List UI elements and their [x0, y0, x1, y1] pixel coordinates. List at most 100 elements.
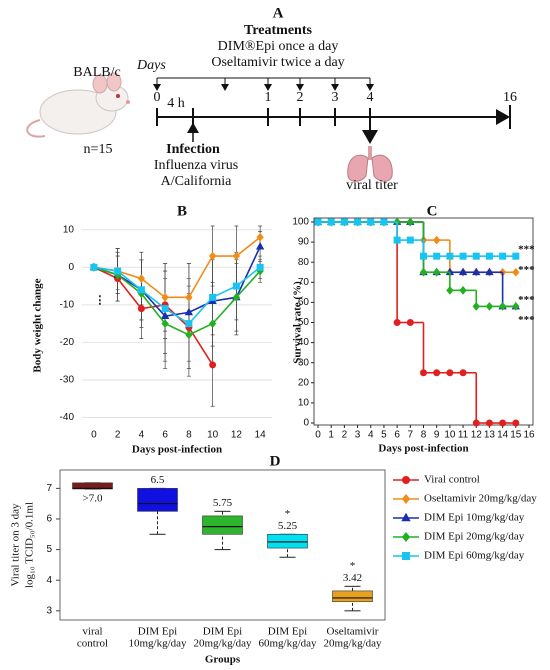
data-point: [354, 218, 362, 226]
annotation: ***: [518, 294, 535, 306]
data-point: [184, 307, 194, 316]
x-tick-label: 2: [115, 430, 121, 441]
value-label: 5.75: [213, 497, 233, 509]
data-point: [472, 267, 481, 276]
data-point: [419, 267, 428, 277]
data-point: [420, 369, 427, 377]
x-tick-label: 14: [497, 430, 509, 441]
y-axis-label: Survival rate (%): [292, 281, 304, 364]
endpoint: viral titer: [346, 178, 398, 193]
timeline-tick: 0: [154, 90, 161, 105]
x-tick-label: 8: [421, 430, 427, 441]
x-tick-label: 4: [139, 430, 145, 441]
y-axis-label: log₁₀ TCID₅₀/0.1ml: [24, 502, 36, 588]
data-point: [485, 302, 494, 311]
series-line: [93, 266, 261, 325]
data-point: [161, 305, 169, 313]
data-point: [208, 319, 217, 329]
x-tick-label: 12: [231, 430, 243, 441]
series-line: [93, 236, 261, 299]
data-point: [485, 419, 493, 427]
data-point: [406, 236, 414, 244]
data-point: [208, 251, 217, 261]
legend-marker: [401, 532, 411, 542]
x-tick-label: control: [77, 638, 108, 650]
y-tick-label: 10: [298, 398, 310, 409]
lung-icon: [347, 146, 393, 182]
data-point: [185, 292, 193, 302]
data-point: [161, 292, 169, 302]
y-tick-label: -10: [60, 299, 75, 310]
x-tick-label: 6: [394, 430, 400, 441]
data-point: [433, 252, 441, 260]
legend-label: DIM Epi 60mg/kg/day: [424, 550, 525, 562]
data-point: [499, 419, 507, 427]
value-label: >7.0: [83, 493, 103, 505]
data-point: [406, 217, 414, 227]
infection-text: A/California: [161, 174, 233, 189]
y-tick-label: 6: [46, 514, 52, 525]
x-tick-label: DIM Epi: [138, 626, 177, 638]
infection-title: Infection: [166, 142, 220, 157]
x-tick-label: 10: [444, 430, 456, 441]
data-point: [137, 286, 145, 294]
y-tick-label: -40: [60, 412, 75, 423]
y-tick-label: 20: [298, 377, 310, 388]
panel-letter: B: [177, 203, 187, 219]
data-point: [498, 302, 507, 311]
data-point: [90, 263, 98, 271]
x-tick-label: 9: [434, 430, 440, 441]
x-tick-label: 2: [342, 430, 348, 441]
mouse-icon: [26, 72, 130, 138]
data-point: [459, 252, 467, 260]
data-point: [209, 361, 217, 369]
x-tick-label: 15: [510, 430, 522, 441]
timeline-tick: 16: [503, 90, 517, 105]
legend-label: Oseltamivir 20mg/kg/day: [424, 493, 537, 505]
data-point: [512, 267, 520, 277]
data-point: [485, 267, 494, 276]
mouse-strain: BALB/c: [73, 65, 120, 80]
y-tick-label: -30: [60, 375, 75, 386]
x-tick-label: 10: [207, 430, 219, 441]
data-point: [185, 320, 193, 328]
x-tick-label: 6: [162, 430, 168, 441]
data-point: [232, 251, 241, 261]
data-point: [433, 369, 441, 377]
data-point: [327, 218, 335, 226]
data-point: [232, 292, 241, 302]
legend-label: Viral control: [424, 474, 480, 486]
y-tick-label: 5: [46, 544, 52, 555]
plot-frame: [59, 469, 386, 621]
value-label: 6.5: [151, 474, 165, 486]
timeline-tick: 1: [265, 90, 272, 105]
days-label: Days: [136, 58, 166, 73]
data-point: [459, 369, 467, 377]
legend-marker: [402, 476, 410, 484]
box: [202, 515, 243, 535]
box: [72, 482, 113, 490]
y-tick-label: 10: [63, 224, 75, 235]
annotation: ***: [518, 264, 535, 276]
data-point: [433, 267, 441, 277]
legend-marker: [402, 552, 410, 560]
annotation: ***: [518, 244, 535, 256]
x-tick-label: DIM Epi: [268, 626, 307, 638]
timeline-tick: 2: [297, 90, 304, 105]
x-tick-label: 13: [484, 430, 496, 441]
y-tick-label: 3: [46, 605, 52, 616]
data-point: [485, 252, 493, 260]
y-tick-label: 90: [298, 237, 310, 248]
y-tick-label: -20: [60, 337, 75, 348]
box: [332, 590, 373, 602]
x-tick-label: 20mg/kg/day: [323, 638, 382, 650]
timeline-tick: 3: [332, 90, 339, 105]
treatment: Oseltamivir twice a day: [211, 55, 344, 70]
data-point: [393, 236, 401, 244]
x-tick-label: 16: [523, 430, 535, 441]
data-point: [161, 319, 169, 329]
legend-marker: [401, 494, 411, 504]
data-point: [185, 330, 193, 340]
y-tick-label: 70: [298, 277, 310, 288]
data-point: [255, 242, 265, 250]
